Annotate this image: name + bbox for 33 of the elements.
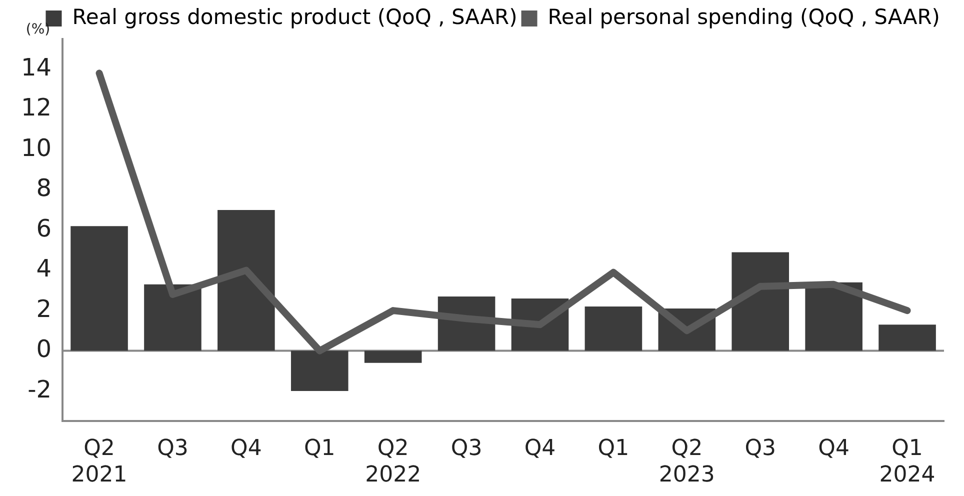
bar (218, 210, 275, 351)
y-tick-label: 6 (36, 214, 52, 242)
y-tick-label: 8 (36, 174, 52, 202)
x-tick-label: Q2 2022 (365, 436, 422, 488)
x-tick-label: Q4 (818, 436, 850, 462)
x-tick-label: Q1 (304, 436, 336, 462)
bar (144, 284, 202, 351)
y-tick-label: 4 (36, 254, 52, 283)
x-tick-label: Q1 (598, 436, 630, 462)
bar (878, 324, 936, 351)
x-tick-label: Q3 (450, 436, 482, 462)
bar (70, 226, 128, 351)
x-tick-label: Q4 (524, 436, 556, 462)
legend-label: Real personal spending (QoQ , SAAR) (548, 4, 940, 29)
legend-label: Real gross domestic product (QoQ , SAAR) (72, 4, 518, 29)
y-tick-label: -2 (28, 375, 52, 404)
x-tick-label: Q2 2023 (658, 436, 715, 488)
y-tick-label: 2 (36, 294, 52, 323)
x-tick-label: Q3 (744, 436, 776, 462)
bar (732, 252, 790, 351)
y-axis-title: (%) (26, 22, 50, 38)
bar (290, 350, 348, 392)
y-tick-label: 10 (20, 134, 52, 162)
bar (805, 282, 862, 351)
bar (364, 350, 422, 363)
x-tick-label: Q1 2024 (879, 436, 936, 488)
bar (584, 306, 642, 351)
x-tick-label: Q2 2021 (71, 436, 128, 488)
y-tick-label: 12 (20, 94, 52, 122)
y-tick-label: 14 (20, 53, 52, 82)
y-tick-label: 0 (36, 335, 52, 364)
x-tick-label: Q4 (230, 436, 262, 462)
x-tick-label: Q3 (157, 436, 188, 462)
